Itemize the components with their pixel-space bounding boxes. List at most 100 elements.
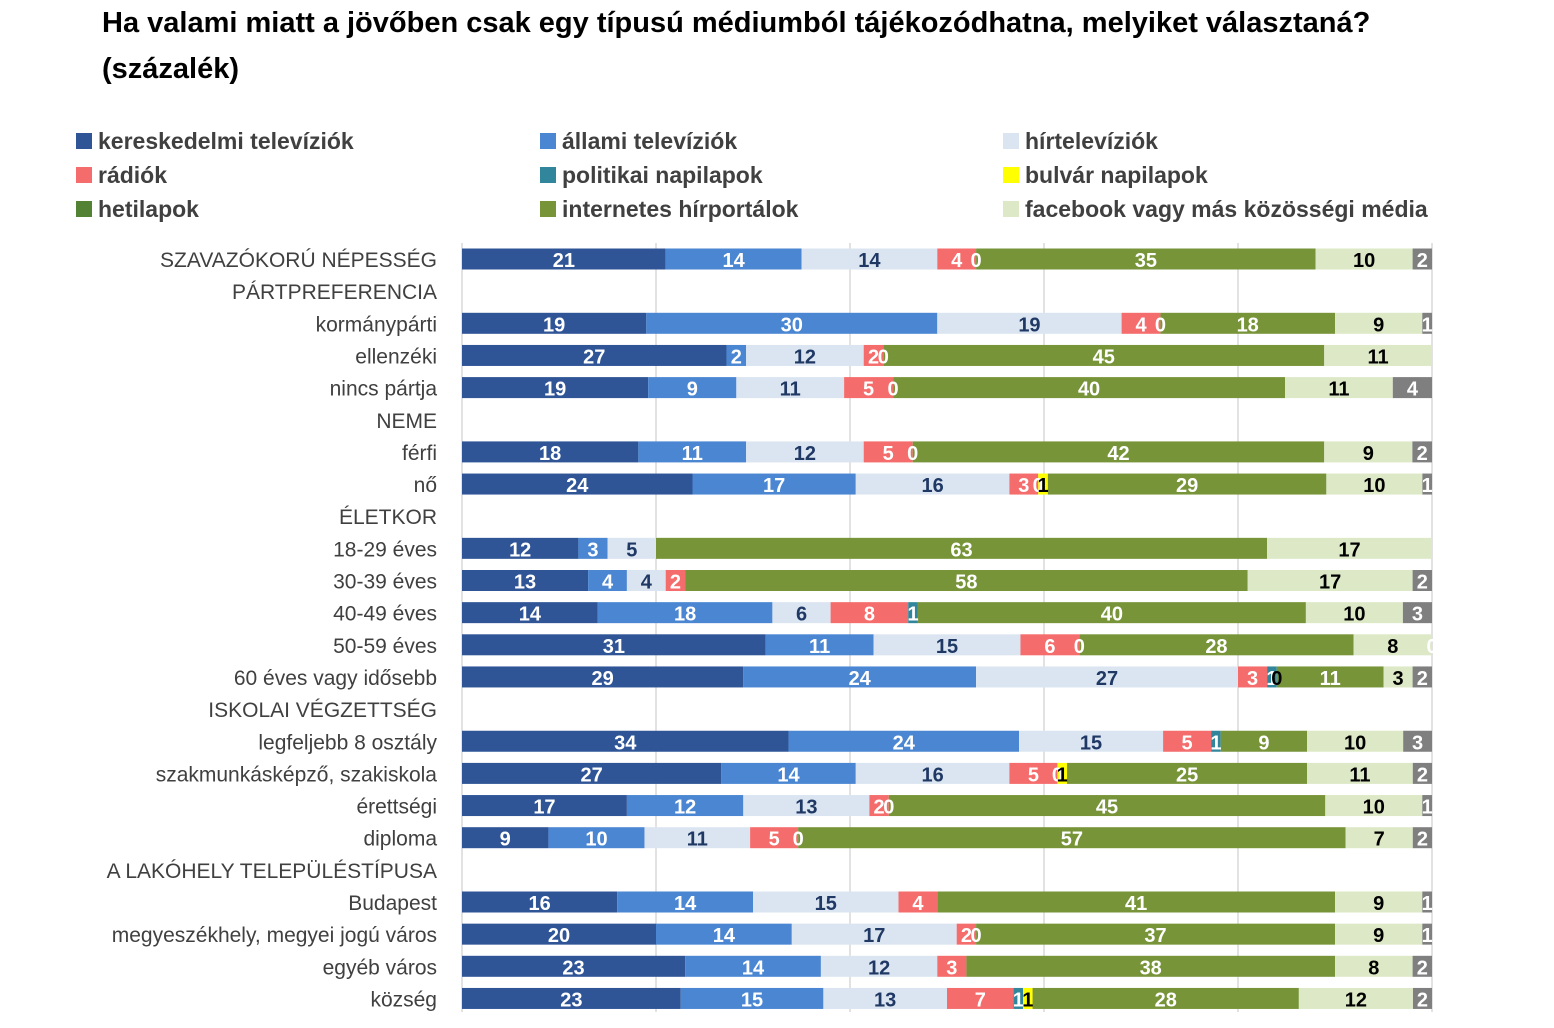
data-label: 0 bbox=[1271, 668, 1282, 690]
bar-segment bbox=[801, 248, 938, 270]
bar-segment bbox=[736, 377, 845, 399]
data-label: 1 bbox=[1266, 668, 1277, 690]
data-label: 21 bbox=[553, 250, 575, 272]
bar-segment bbox=[1067, 762, 1308, 784]
legend-label: internetes hírportálok bbox=[562, 195, 799, 222]
data-label: 9 bbox=[1363, 443, 1374, 465]
bar-segment bbox=[1324, 441, 1413, 463]
bar-segment bbox=[685, 955, 821, 977]
category-label: kormánypárti bbox=[316, 313, 437, 336]
bar-segment bbox=[863, 441, 913, 463]
data-label: 27 bbox=[581, 764, 603, 786]
bar-segment bbox=[1160, 312, 1335, 334]
bar-segment bbox=[462, 248, 666, 270]
data-label: 0 bbox=[1033, 475, 1044, 497]
bar-segment bbox=[638, 441, 747, 463]
bar-segment bbox=[917, 602, 1306, 624]
bar-segment bbox=[462, 441, 639, 463]
bar-segment bbox=[746, 441, 864, 463]
data-label: 41 bbox=[1125, 893, 1147, 915]
bar-segment bbox=[1013, 987, 1024, 1009]
bar-segment bbox=[823, 987, 947, 1009]
data-label: 11 bbox=[1328, 379, 1349, 401]
data-label: 5 bbox=[769, 829, 780, 851]
data-label: 11 bbox=[809, 636, 830, 658]
data-label: 11 bbox=[1320, 668, 1341, 690]
bar-segment bbox=[1023, 987, 1033, 1009]
legend-swatch bbox=[1003, 201, 1019, 217]
legend-swatch bbox=[540, 201, 556, 217]
bar-segment bbox=[462, 730, 789, 752]
legend-swatch bbox=[1003, 167, 1019, 183]
data-label: 15 bbox=[936, 636, 958, 658]
bar-segment bbox=[844, 377, 894, 399]
data-label: 34 bbox=[614, 732, 637, 754]
bar-segment bbox=[1412, 666, 1432, 688]
data-label: 15 bbox=[1080, 732, 1102, 754]
data-label: 0 bbox=[1074, 636, 1085, 658]
category-label: SZAVAZÓKORÚ NÉPESSÉG bbox=[160, 249, 437, 272]
data-label: 28 bbox=[1205, 636, 1227, 658]
bar-segment bbox=[1220, 730, 1308, 752]
data-label: 35 bbox=[1135, 250, 1157, 272]
bar-segment bbox=[1383, 666, 1413, 688]
data-label: 14 bbox=[722, 250, 745, 272]
bar-segment bbox=[873, 634, 1021, 656]
bar-segment bbox=[597, 602, 773, 624]
legend-label: hírtelevíziók bbox=[1025, 127, 1158, 154]
data-label: 4 bbox=[1135, 314, 1147, 336]
data-label: 12 bbox=[794, 346, 816, 368]
data-label: 15 bbox=[815, 893, 837, 915]
data-label: 11 bbox=[780, 379, 801, 401]
data-label: 29 bbox=[1176, 475, 1198, 497]
bar-segment bbox=[1307, 730, 1404, 752]
legend-item: hírtelevíziók bbox=[1003, 124, 1158, 158]
data-label: 0 bbox=[1155, 314, 1166, 336]
data-label: 15 bbox=[741, 989, 763, 1011]
legend-swatch bbox=[76, 201, 92, 217]
bar-segment bbox=[976, 923, 1335, 945]
data-label: 9 bbox=[1373, 314, 1384, 336]
data-label: 0 bbox=[793, 829, 804, 851]
data-label: 12 bbox=[509, 539, 531, 561]
category-label: érettségi bbox=[356, 796, 437, 819]
category-label: nő bbox=[414, 474, 437, 497]
data-label: 14 bbox=[713, 925, 736, 947]
data-label: 18 bbox=[674, 604, 696, 626]
bar-segment bbox=[746, 344, 864, 366]
data-label: 25 bbox=[1176, 764, 1198, 786]
bar-segment bbox=[1121, 312, 1161, 334]
bar-segment bbox=[791, 923, 957, 945]
bar-segment bbox=[820, 955, 938, 977]
bar-segment bbox=[1335, 923, 1423, 945]
bar-segment bbox=[462, 344, 727, 366]
data-label: 0 bbox=[971, 250, 982, 272]
bar-segment bbox=[617, 891, 753, 913]
bar-segment bbox=[947, 987, 1014, 1009]
bar-segment bbox=[743, 666, 977, 688]
legend-swatch bbox=[1003, 133, 1019, 149]
bar-segment bbox=[1392, 377, 1432, 399]
bar-segment bbox=[750, 827, 799, 849]
data-label: 11 bbox=[682, 443, 703, 465]
legend-swatch bbox=[540, 133, 556, 149]
bar-segment bbox=[462, 955, 686, 977]
data-label: 0 bbox=[907, 443, 918, 465]
data-label: 37 bbox=[1144, 925, 1166, 947]
data-label: 17 bbox=[1319, 572, 1341, 594]
data-label: 2 bbox=[1417, 957, 1428, 979]
data-label: 1 bbox=[1422, 893, 1433, 915]
data-label: 9 bbox=[1373, 925, 1384, 947]
data-label: 7 bbox=[975, 989, 986, 1011]
data-label: 0 bbox=[971, 925, 982, 947]
bar-segment bbox=[626, 795, 744, 817]
data-label: 2 bbox=[1417, 989, 1428, 1011]
data-label: 28 bbox=[1155, 989, 1177, 1011]
data-label: 8 bbox=[1387, 636, 1398, 658]
bar-segment bbox=[462, 666, 744, 688]
data-label: 6 bbox=[1044, 636, 1055, 658]
data-label: 10 bbox=[1363, 475, 1385, 497]
data-label: 17 bbox=[1338, 539, 1360, 561]
data-label: 27 bbox=[1096, 668, 1118, 690]
category-label: férfi bbox=[402, 442, 437, 465]
